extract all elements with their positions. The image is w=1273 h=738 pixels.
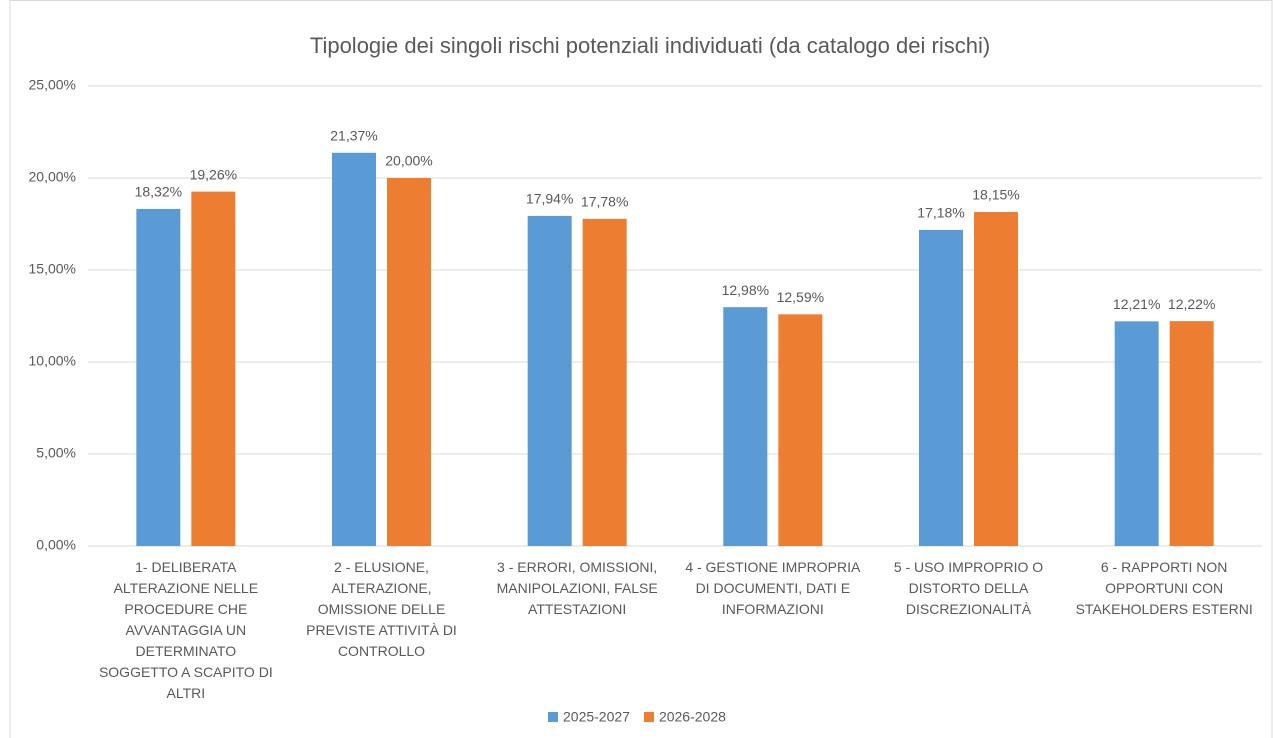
bar: [582, 218, 627, 546]
data-label: 17,78%: [581, 194, 628, 210]
legend-label: 2026-2028: [659, 709, 726, 725]
bar: [191, 191, 236, 546]
data-label: 17,18%: [917, 205, 964, 221]
bar: [332, 152, 376, 547]
bar: [1114, 321, 1159, 546]
x-tick-label: 4 - GESTIONE IMPROPRIA DI DOCUMENTI, DAT…: [685, 559, 861, 617]
bar: [723, 307, 768, 546]
legend-swatch: [643, 712, 654, 722]
legend-label: 2025-2027: [563, 709, 630, 725]
chart-border: [9, 0, 1273, 738]
y-tick-label: 15,00%: [29, 261, 76, 277]
data-label: 19,26%: [190, 166, 237, 182]
x-tick-label: 1- DELIBERATA ALTERAZIONE NELLE PROCEDUR…: [98, 559, 273, 701]
y-tick-label: 0,00%: [36, 537, 76, 553]
data-label: 12,59%: [777, 289, 824, 305]
data-label: 18,32%: [135, 184, 182, 200]
bar: [527, 215, 572, 547]
bar: [778, 314, 823, 546]
y-tick-label: 10,00%: [29, 353, 76, 369]
data-label: 17,94%: [526, 191, 573, 207]
data-label: 12,98%: [722, 282, 769, 298]
bar: [1169, 321, 1214, 546]
x-tick-label: 2 - ELUSIONE, ALTERAZIONE, OMISSIONE DEL…: [306, 559, 457, 659]
y-tick-label: 25,00%: [29, 77, 76, 93]
x-tick-label: 6 - RAPPORTI NON OPPORTUNI CON STAKEHOLD…: [1075, 559, 1253, 617]
x-tick-label: 3 - ERRORI, OMISSIONI, MANIPOLAZIONI, FA…: [496, 559, 658, 617]
bar: [919, 229, 963, 546]
chart-title: Tipologie dei singoli rischi potenziali …: [310, 33, 990, 58]
y-tick-label: 5,00%: [36, 445, 76, 461]
data-label: 12,21%: [1113, 296, 1160, 312]
bar: [387, 178, 431, 546]
data-label: 21,37%: [330, 127, 377, 143]
legend-swatch: [548, 712, 558, 722]
bar: [136, 208, 181, 547]
data-label: 12,22%: [1168, 296, 1215, 312]
x-tick-label: 5 - USO IMPROPRIO O DISTORTO DELLA DISCR…: [893, 559, 1044, 617]
y-tick-label: 20,00%: [29, 169, 76, 185]
data-label: 18,15%: [972, 187, 1019, 203]
bar: [974, 212, 1018, 547]
data-label: 20,00%: [385, 153, 432, 169]
